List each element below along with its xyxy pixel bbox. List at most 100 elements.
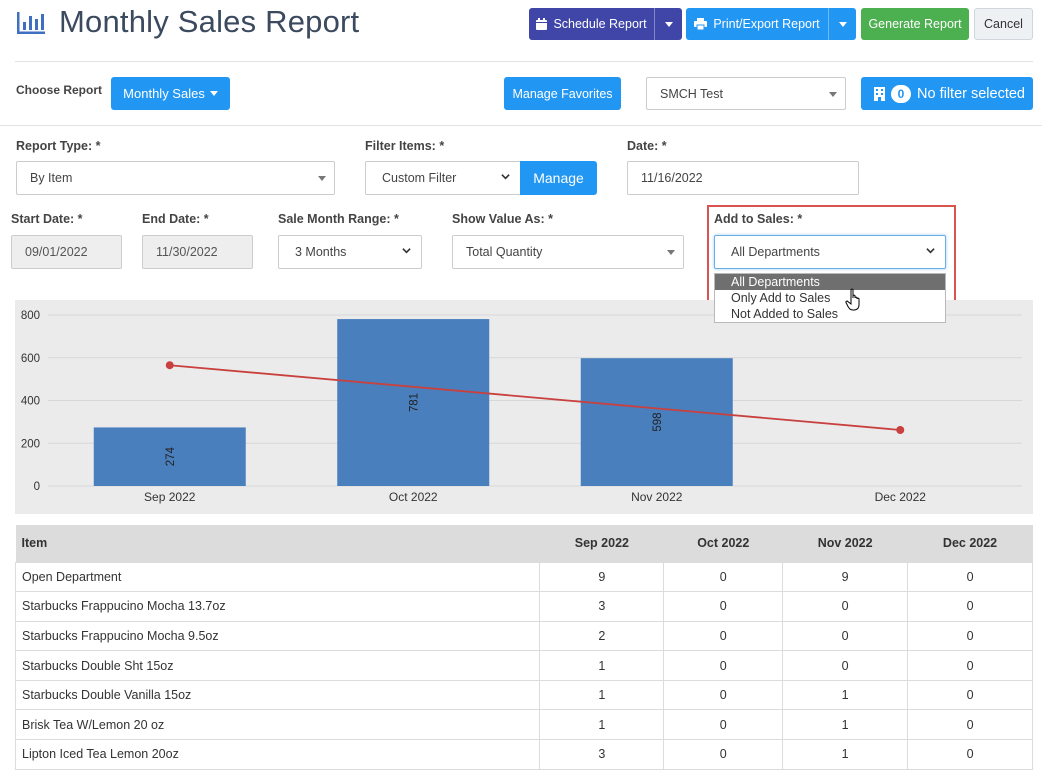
table-header-row: Item Sep 2022 Oct 2022 Nov 2022 Dec 2022 (15, 525, 1033, 562)
printer-icon (694, 18, 708, 30)
value-cell: 0 (663, 739, 784, 770)
option-not-added-to-sales[interactable]: Not Added to Sales (731, 307, 839, 321)
filter-count-badge: 0 (891, 84, 911, 103)
filter-label: No filter selected (917, 85, 1025, 102)
toolbar-divider (0, 125, 1042, 126)
add-to-sales-label: Add to Sales: * (714, 212, 803, 226)
item-cell: Starbucks Frappucino Mocha 9.5oz (14, 620, 541, 652)
show-value-select[interactable]: Total Quantity (452, 235, 684, 269)
bar (337, 319, 490, 486)
month-range-value: 3 Months (295, 245, 347, 259)
item-cell: Open Department (14, 561, 541, 593)
value-cell: 9 (539, 561, 665, 593)
date-label: Date: * (627, 139, 667, 153)
table-row: Starbucks Double Vanilla 15oz 1 0 1 0 (14, 679, 1033, 711)
value-cell: 0 (907, 620, 1033, 652)
caret-down-icon (664, 21, 673, 27)
value-cell: 0 (663, 561, 784, 593)
column-header: Sep 2022 (539, 525, 664, 562)
table-row: Starbucks Frappucino Mocha 13.7oz 3 0 0 0 (14, 591, 1033, 622)
x-tick-label: Dec 2022 (875, 490, 927, 504)
report-type-label: Report Type: * (16, 139, 101, 153)
x-tick-label: Sep 2022 (144, 490, 196, 504)
value-cell: 1 (539, 679, 665, 711)
option-all-departments[interactable]: All Departments (715, 274, 945, 290)
show-value-value: Total Quantity (466, 245, 543, 259)
line-point (165, 361, 174, 370)
sales-table: Item Sep 2022 Oct 2022 Nov 2022 Dec 2022… (14, 525, 1033, 770)
caret-down-icon (829, 91, 837, 97)
start-date-value: 09/01/2022 (25, 245, 88, 259)
store-select-value: SMCH Test (660, 86, 723, 101)
value-cell: 0 (782, 620, 909, 652)
start-date-label: Start Date: * (11, 212, 83, 226)
value-cell: 1 (539, 709, 665, 741)
filter-items-select[interactable]: Custom Filter (365, 161, 521, 195)
print-export-button[interactable]: Print/Export Report (686, 8, 856, 40)
column-header: Nov 2022 (782, 525, 908, 562)
print-export-dropdown[interactable] (828, 8, 856, 40)
line-point (896, 425, 905, 434)
page-title: Monthly Sales Report (59, 4, 360, 39)
end-date-input: 11/30/2022 (142, 235, 253, 269)
option-only-add-to-sales[interactable]: Only Add to Sales (731, 291, 831, 305)
trend-line (169, 364, 901, 431)
sales-chart: 800 600 400 200 0 274 781 598 Sep 2022 Oct 2022 No… (21, 310, 1022, 504)
value-cell: 0 (907, 709, 1033, 741)
item-cell: Lipton Iced Tea Lemon 20oz (14, 739, 541, 770)
caret-down-icon (318, 176, 326, 181)
add-to-sales-select[interactable]: All Departments (714, 235, 946, 269)
value-cell: 9 (782, 561, 909, 593)
value-cell: 3 (539, 739, 665, 770)
value-cell: 0 (663, 650, 784, 681)
report-type-select[interactable]: By Item (16, 161, 335, 195)
bar-chart-icon (17, 12, 45, 34)
column-header: Dec 2022 (907, 525, 1033, 562)
item-cell: Starbucks Double Vanilla 15oz (14, 679, 541, 711)
value-cell: 0 (663, 620, 784, 652)
chevron-down-icon (926, 248, 935, 254)
value-cell: 2 (539, 620, 665, 652)
value-cell: 1 (782, 709, 909, 741)
value-cell: 0 (907, 591, 1033, 622)
store-select[interactable]: SMCH Test (646, 77, 846, 110)
y-tick-label: 600 (21, 353, 40, 365)
value-cell: 0 (907, 561, 1033, 593)
report-select-label: Monthly Sales (123, 86, 205, 101)
bar-data-label: 274 (165, 447, 177, 467)
bar (93, 427, 246, 486)
report-select-button[interactable]: Monthly Sales (111, 77, 230, 110)
table-row: Starbucks Double Sht 15oz 1 0 0 0 (14, 650, 1033, 681)
value-cell: 0 (907, 739, 1033, 770)
filter-button[interactable]: 0 No filter selected (861, 77, 1033, 110)
date-input[interactable]: 11/16/2022 (627, 161, 859, 195)
manage-favorites-button[interactable]: Manage Favorites (504, 77, 621, 110)
table-row: Lipton Iced Tea Lemon 20oz 3 0 1 0 (14, 739, 1033, 770)
value-cell: 3 (539, 591, 665, 622)
end-date-label: End Date: * (142, 212, 209, 226)
value-cell: 0 (782, 591, 909, 622)
bar-data-label: 598 (652, 412, 664, 431)
schedule-report-dropdown[interactable] (654, 8, 682, 40)
calendar-icon (536, 18, 548, 30)
schedule-report-button[interactable]: Schedule Report (529, 8, 682, 40)
choose-report-label: Choose Report (16, 83, 103, 97)
chevron-down-icon (501, 174, 510, 180)
manage-filter-button[interactable]: Manage (520, 161, 597, 195)
value-cell: 1 (782, 679, 909, 711)
value-cell: 0 (907, 650, 1033, 681)
value-cell: 1 (539, 650, 665, 681)
generate-report-button[interactable]: Generate Report (861, 8, 969, 40)
item-cell: Starbucks Double Sht 15oz (14, 650, 541, 681)
month-range-select[interactable]: 3 Months (278, 235, 422, 269)
y-tick-label: 400 (21, 396, 40, 408)
bar (580, 358, 733, 486)
print-export-label: Print/Export Report (713, 17, 820, 31)
x-tick-label: Oct 2022 (389, 490, 438, 504)
table-row: Brisk Tea W/Lemon 20 oz 1 0 1 0 (14, 709, 1033, 741)
item-cell: Starbucks Frappucino Mocha 13.7oz (14, 591, 541, 622)
cancel-button[interactable]: Cancel (974, 8, 1033, 40)
table-row: Starbucks Frappucino Mocha 9.5oz 2 0 0 0 (14, 620, 1033, 652)
value-cell: 1 (782, 739, 909, 770)
show-value-label: Show Value As: * (452, 212, 553, 226)
